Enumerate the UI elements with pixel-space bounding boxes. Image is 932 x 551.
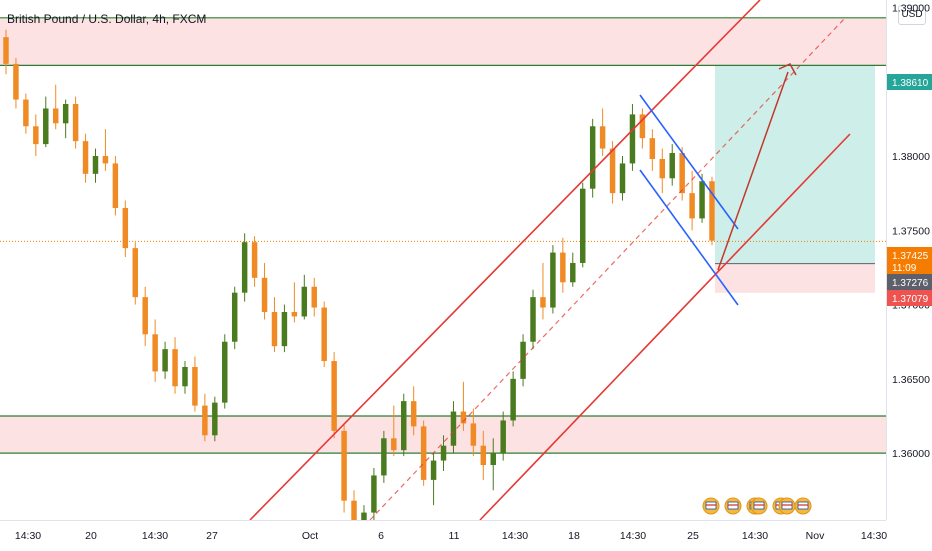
candle (530, 297, 536, 342)
position-stop-zone (715, 263, 875, 293)
candle (92, 156, 99, 174)
candle (679, 153, 685, 194)
candle (241, 242, 248, 293)
candle (152, 334, 158, 372)
candle (162, 349, 168, 372)
candle (639, 114, 646, 139)
candle (311, 286, 317, 308)
candle (202, 405, 208, 436)
time-axis[interactable] (0, 520, 886, 551)
candle (410, 401, 417, 427)
candle (480, 445, 487, 466)
channel-lower-line (479, 133, 851, 521)
candle (629, 114, 636, 164)
candle (361, 512, 367, 525)
candle (560, 252, 566, 283)
candle (401, 401, 407, 451)
candle (43, 108, 49, 145)
candle (112, 163, 119, 208)
candle (669, 153, 675, 179)
candle (430, 460, 437, 480)
channel-mid-line (369, 17, 846, 521)
candle (460, 411, 467, 424)
candle (579, 188, 586, 263)
candle (341, 430, 347, 501)
candle (62, 104, 69, 124)
candle (23, 99, 29, 127)
candle (271, 312, 278, 347)
candle (599, 126, 606, 149)
candle (212, 402, 218, 436)
candle (72, 104, 79, 142)
candle (251, 242, 258, 278)
candle (142, 297, 148, 335)
candle (689, 193, 695, 219)
candle (470, 423, 477, 446)
candle (589, 126, 596, 189)
candle (102, 156, 109, 164)
flag-lower-line (639, 169, 739, 306)
candle (331, 361, 337, 431)
candle (301, 286, 308, 317)
candle (132, 248, 139, 298)
candle (709, 181, 715, 241)
candle (182, 366, 188, 387)
candle (13, 63, 19, 100)
zone-resistance (0, 17, 886, 66)
candle (510, 378, 516, 421)
candle (172, 349, 178, 387)
projection-arrow-line (717, 71, 789, 271)
candle (321, 307, 327, 362)
chart-title: British Pound / U.S. Dollar, 4h, FXCM (7, 12, 207, 26)
candle (122, 208, 129, 249)
candle (391, 438, 397, 451)
candle (351, 500, 357, 520)
currency-button[interactable]: USD (898, 5, 926, 25)
flag-upper-line (639, 94, 739, 230)
candle (550, 252, 556, 308)
channel-upper-line (249, 0, 761, 521)
candle (540, 297, 546, 308)
candle (659, 158, 666, 179)
candle (450, 411, 457, 446)
candle (291, 312, 298, 317)
candle (381, 438, 387, 476)
candle (52, 108, 59, 124)
projection-arrow-head (778, 63, 797, 76)
candle (500, 420, 506, 454)
candle (420, 426, 427, 480)
candle (33, 126, 39, 145)
candle (699, 181, 705, 219)
candle (222, 341, 228, 403)
candle (192, 366, 198, 406)
candle (261, 277, 268, 312)
candle (609, 148, 616, 194)
candle (649, 138, 656, 159)
candle (3, 37, 9, 64)
candle (281, 312, 288, 347)
candle (520, 341, 526, 379)
candle (231, 292, 238, 342)
candle (440, 445, 447, 461)
candle (570, 262, 576, 283)
candle (82, 141, 89, 174)
position-target-zone (715, 65, 875, 264)
candle (490, 453, 496, 466)
candle (371, 475, 377, 513)
price-axis[interactable] (886, 0, 932, 520)
candle (619, 163, 626, 194)
